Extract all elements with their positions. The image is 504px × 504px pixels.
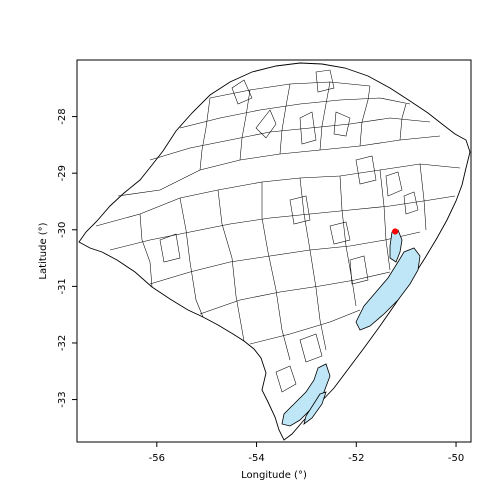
y-tick-label: -28 [57, 108, 68, 124]
x-axis: -56 -54 -52 -50 [149, 442, 464, 464]
y-tick-label: -31 [57, 278, 68, 294]
y-tick-label: -30 [57, 222, 68, 238]
lagoa-dos-patos [355, 247, 421, 331]
y-tick-label: -33 [57, 391, 68, 407]
x-axis-title: Longitude (°) [241, 470, 307, 481]
map-layer [78, 62, 471, 441]
y-tick-label: -29 [57, 165, 68, 181]
lagoa-mirim [281, 363, 331, 427]
guaiba-lake [389, 229, 403, 263]
y-axis-title: Latitude (°) [38, 222, 49, 279]
y-axis: -28 -29 -30 -31 -32 -33 [57, 108, 77, 408]
location-marker [392, 228, 399, 235]
municipal-boundaries [95, 69, 461, 393]
plot-frame [76, 59, 472, 443]
x-tick-label: -50 [448, 453, 464, 464]
y-tick-label: -32 [57, 335, 68, 351]
lagoa-mangueira [303, 391, 327, 425]
x-tick-label: -56 [149, 453, 165, 464]
x-tick-label: -54 [248, 453, 264, 464]
x-tick-label: -52 [348, 453, 364, 464]
